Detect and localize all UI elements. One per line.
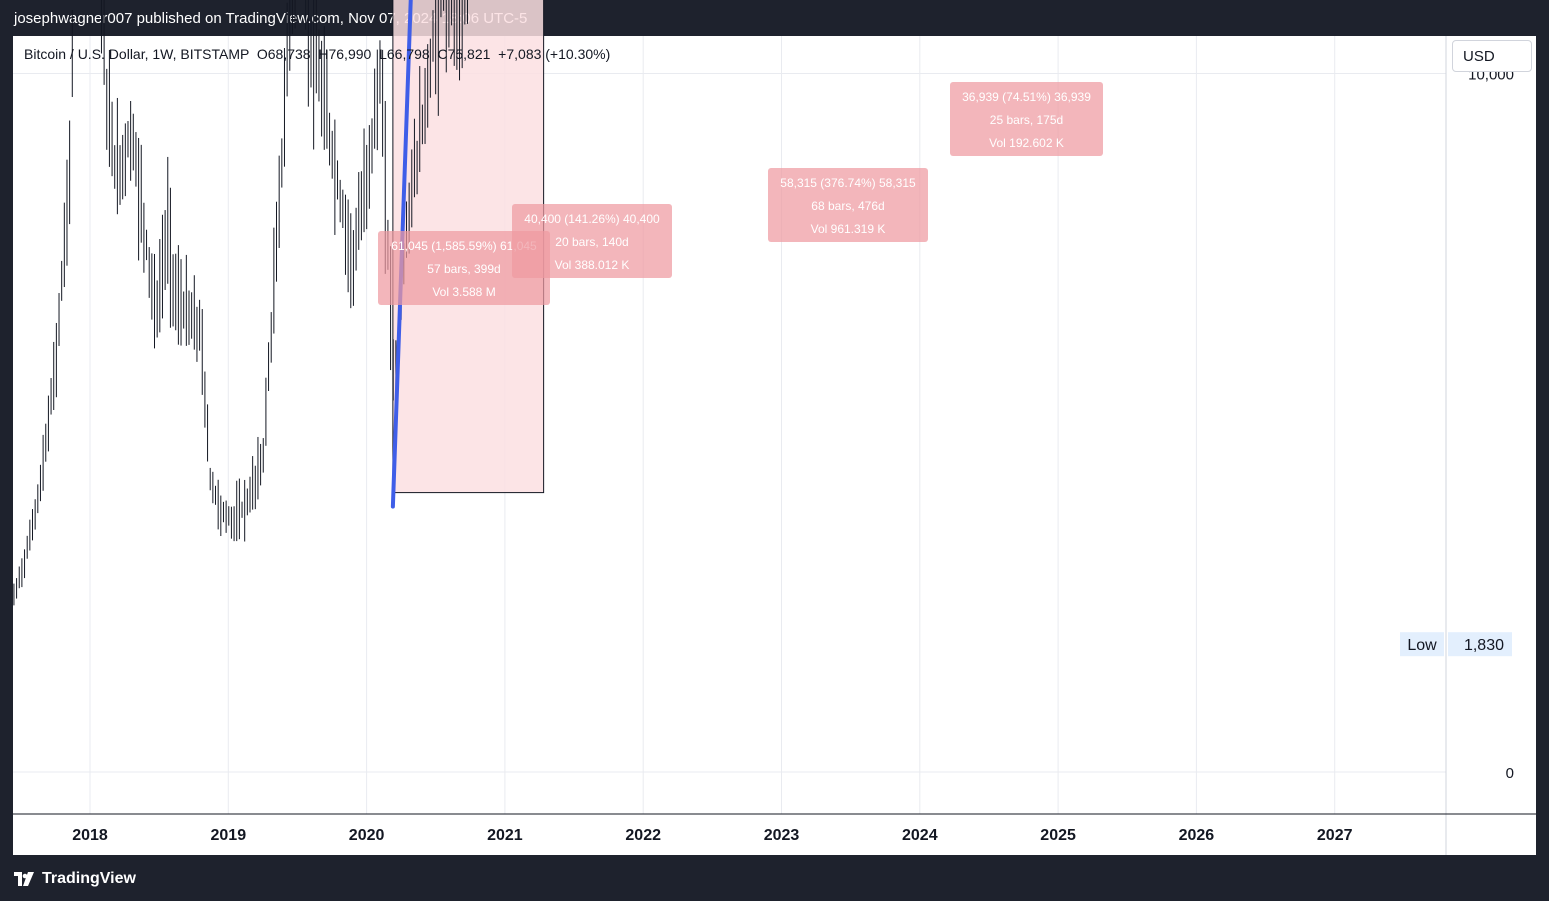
price-markers: High76,990Low1,830 bbox=[1400, 632, 1512, 657]
range-label-text: 61,045 (1,585.59%) 61,045 bbox=[391, 239, 537, 253]
x-tick-label: 2020 bbox=[349, 827, 385, 844]
range-labels: 61,045 (1,585.59%) 61,045 57 bars, 399d Vo… bbox=[378, 82, 1103, 305]
symbol-legend: Bitcoin / U.S. Dollar, 1W, BITSTAMP O68,… bbox=[24, 46, 611, 62]
tradingview-logo-icon bbox=[14, 872, 34, 886]
x-tick-label: 2025 bbox=[1040, 827, 1076, 844]
range-label-box bbox=[378, 231, 550, 305]
tradingview-logo[interactable]: TradingView bbox=[14, 868, 136, 890]
low-label: Low bbox=[1407, 637, 1437, 654]
y-tick-label: 0 bbox=[1506, 765, 1514, 782]
x-tick-label: 2018 bbox=[72, 827, 108, 844]
range-label-text: 36,939 (74.51%) 36,939 bbox=[962, 90, 1091, 104]
tradingview-logo-text: TradingView bbox=[42, 870, 136, 887]
range-label-text: Vol 961.319 K bbox=[811, 222, 886, 236]
currency-button[interactable]: USD bbox=[1452, 40, 1532, 72]
x-tick-label: 2022 bbox=[625, 827, 661, 844]
range-label-text: 20 bars, 140d bbox=[555, 235, 628, 249]
chart-grid bbox=[13, 36, 1446, 814]
x-tick-label: 2027 bbox=[1317, 827, 1353, 844]
range-label-box bbox=[768, 168, 928, 242]
low-value: 1,830 bbox=[1464, 637, 1504, 654]
axes: 010,00020,00030,00040,00050,00060,00070,… bbox=[13, 36, 1536, 855]
low-label-bg bbox=[1400, 632, 1444, 657]
range-label-text: 40,400 (141.26%) 40,400 bbox=[524, 212, 660, 226]
range-label-text: 58,315 (376.74%) 58,315 bbox=[780, 176, 916, 190]
range-label-text: 68 bars, 476d bbox=[811, 199, 884, 213]
footer-bar bbox=[0, 856, 1549, 901]
range-label-text: Vol 388.012 K bbox=[555, 258, 630, 272]
x-tick-label: 2023 bbox=[764, 827, 800, 844]
range-label-text: Vol 192.602 K bbox=[989, 136, 1064, 150]
range-label-box bbox=[512, 204, 672, 278]
x-tick-label: 2021 bbox=[487, 827, 523, 844]
x-tick-label: 2024 bbox=[902, 827, 938, 844]
range-label-text: 57 bars, 399d bbox=[427, 262, 500, 276]
x-tick-label: 2019 bbox=[211, 827, 247, 844]
x-tick-label: 2026 bbox=[1179, 827, 1215, 844]
low-value-bg bbox=[1448, 632, 1512, 657]
range-label-box bbox=[950, 82, 1103, 156]
range-label-text: Vol 3.588 M bbox=[432, 285, 495, 299]
range-label-text: 25 bars, 175d bbox=[990, 113, 1063, 127]
